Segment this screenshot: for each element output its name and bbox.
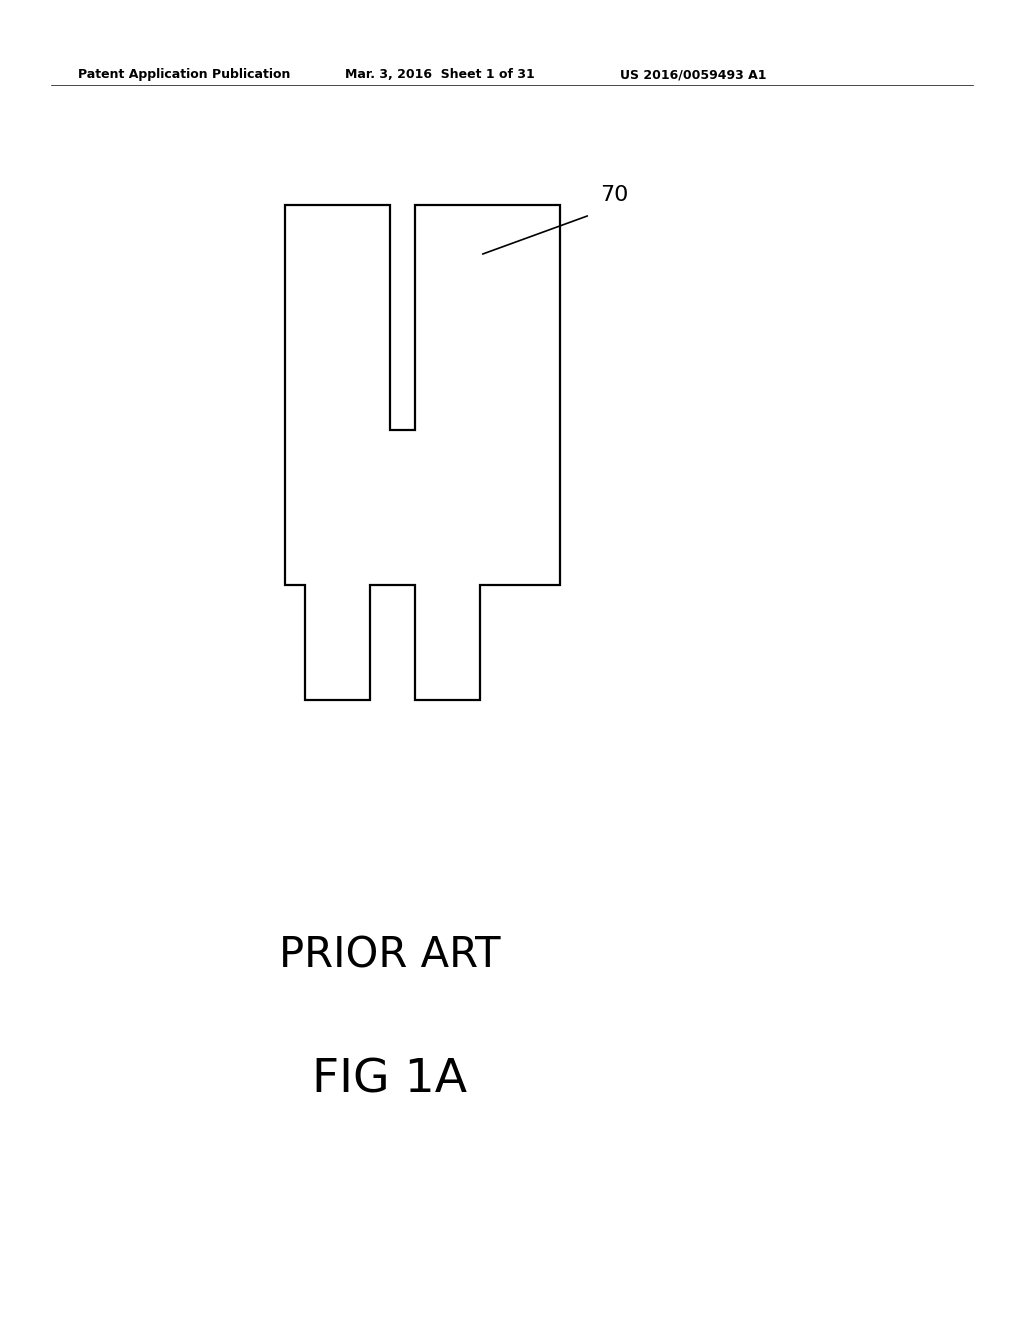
Text: US 2016/0059493 A1: US 2016/0059493 A1: [620, 69, 767, 81]
Text: Mar. 3, 2016  Sheet 1 of 31: Mar. 3, 2016 Sheet 1 of 31: [345, 69, 535, 81]
Text: FIG 1A: FIG 1A: [312, 1057, 468, 1102]
Text: Patent Application Publication: Patent Application Publication: [78, 69, 291, 81]
Text: 70: 70: [600, 185, 629, 205]
Text: PRIOR ART: PRIOR ART: [280, 935, 501, 975]
